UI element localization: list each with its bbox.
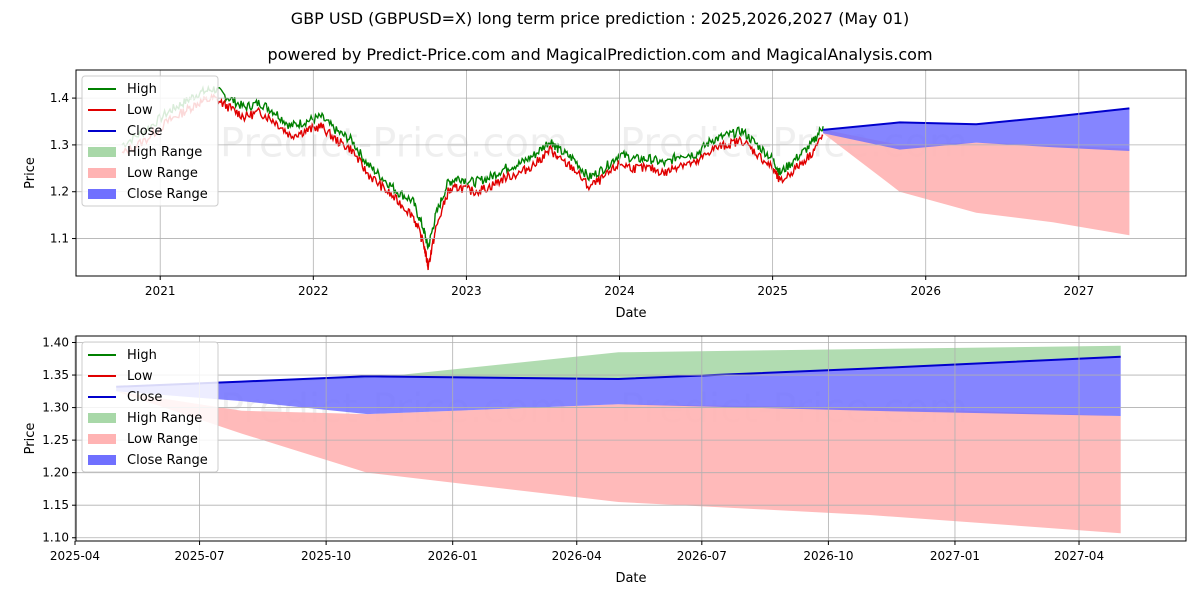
legend-label: Close: [127, 390, 162, 405]
plot-frame: [75, 69, 1187, 277]
x-axis-label: Date: [615, 306, 646, 321]
legend-patch-swatch: [88, 168, 116, 178]
x-tick-label: 2025: [757, 284, 788, 298]
x-axis-label: Date: [615, 571, 646, 586]
close-forecast-line: [116, 355, 1121, 388]
x-tick-label: 2022: [298, 284, 329, 298]
legend: High Low Close High Range Low Range Close Ran…: [81, 75, 219, 207]
x-tick-label: 2026-07: [677, 549, 727, 563]
chart-title: GBP USD (GBPUSD=X) long term price predi…: [290, 9, 910, 28]
x-tick-label: 2026-01: [428, 549, 478, 563]
y-tick-label: 1.20: [42, 466, 69, 480]
legend-patch-swatch: [88, 147, 116, 157]
y-tick-label: 1.10: [42, 531, 69, 545]
x-tick-label: 2026: [910, 284, 941, 298]
legend-label: High Range: [127, 145, 202, 160]
history-high-line: [121, 84, 824, 251]
legend-patch-swatch: [88, 455, 116, 465]
legend-label: Low: [127, 103, 153, 118]
y-tick-label: 1.25: [42, 433, 69, 447]
legend-label: Low Range: [127, 432, 198, 447]
y-axis-label: Price: [23, 157, 38, 189]
range-area-close-range: [116, 356, 1121, 416]
legend-label: Low Range: [127, 166, 198, 181]
x-tick-label: 2027-01: [930, 549, 980, 563]
y-tick-label: 1.30: [42, 401, 69, 415]
x-tick-label: 2026-04: [552, 549, 602, 563]
legend-patch-swatch: [88, 189, 116, 199]
y-tick-label: 1.1: [50, 232, 69, 246]
y-tick-label: 1.40: [42, 336, 69, 350]
y-axis-label: Price: [23, 423, 38, 455]
y-tick-label: 1.4: [50, 91, 69, 105]
legend-label: High Range: [127, 411, 202, 426]
legend-label: Low: [127, 369, 153, 384]
y-tick-label: 1.35: [42, 368, 69, 382]
history-low-line: [121, 92, 824, 271]
legend-patch-swatch: [88, 434, 116, 444]
plot-frame: [75, 335, 1187, 542]
legend-label: High: [127, 82, 157, 97]
x-tick-label: 2025-04: [50, 549, 100, 563]
x-tick-label: 2025-07: [174, 549, 224, 563]
watermark: Predict-Price.com: [220, 121, 568, 167]
x-tick-label: 2027-04: [1054, 549, 1104, 563]
legend: High Low Close High Range Low Range Close Ran…: [81, 341, 219, 473]
x-tick-label: 2024: [604, 284, 635, 298]
range-area-low-range: [823, 129, 1130, 236]
legend-label: High: [127, 348, 157, 363]
x-tick-label: 2027: [1064, 284, 1095, 298]
y-tick-label: 1.15: [42, 498, 69, 512]
x-tick-label: 2025-10: [301, 549, 351, 563]
range-area-close-range: [823, 108, 1130, 151]
x-tick-label: 2026-10: [803, 549, 853, 563]
y-tick-label: 1.3: [50, 138, 69, 152]
x-tick-label: 2021: [145, 284, 176, 298]
legend-label: Close: [127, 124, 162, 139]
range-area-low-range: [116, 391, 1121, 534]
legend-label: Close Range: [127, 453, 208, 468]
plot-area: [121, 84, 1130, 271]
x-tick-label: 2023: [451, 284, 482, 298]
chart-subtitle: powered by Predict-Price.com and Magical…: [267, 45, 933, 64]
legend-patch-swatch: [88, 413, 116, 423]
y-tick-label: 1.2: [50, 185, 69, 199]
plot-area: [116, 345, 1121, 534]
chart-panel-2: Predict-Price.comPredict-Price.com2025-0…: [23, 335, 1187, 586]
close-forecast-line: [823, 107, 1130, 131]
legend-label: Close Range: [127, 187, 208, 202]
